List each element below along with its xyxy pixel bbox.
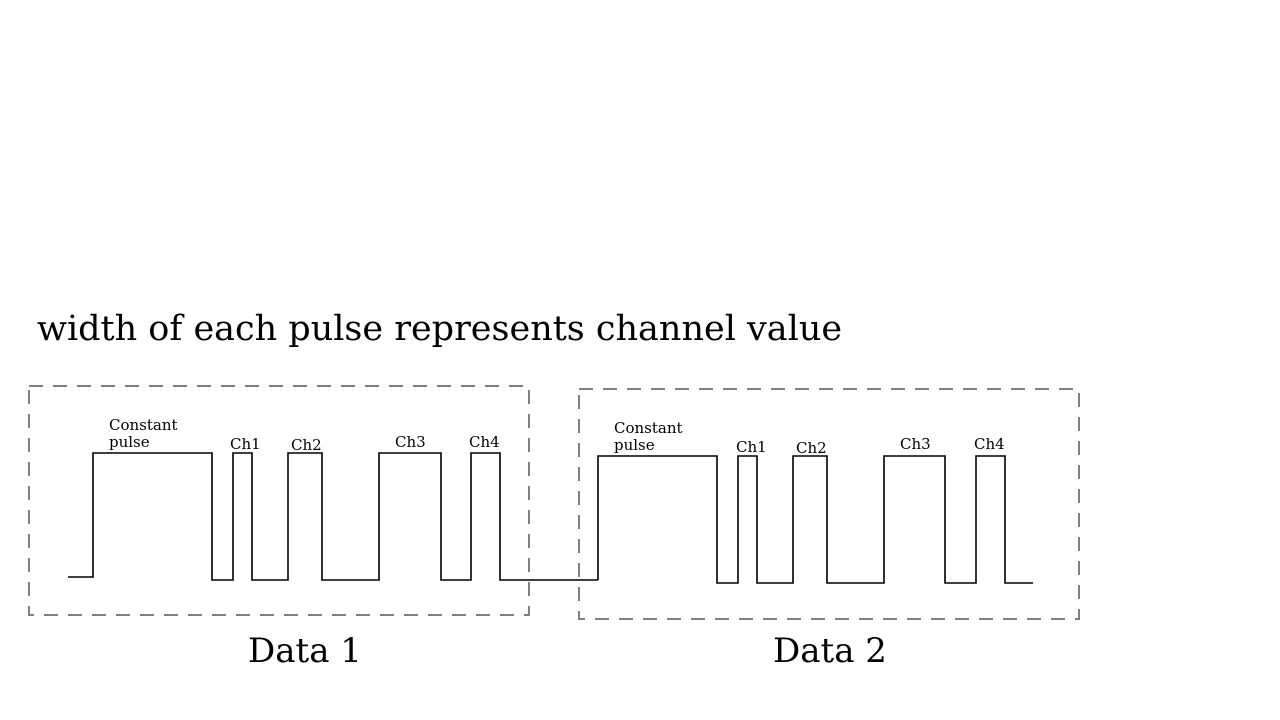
data-1-ch4-label: Ch4 bbox=[469, 433, 500, 451]
data-2-label: Data 2 bbox=[773, 631, 887, 671]
data-2-ch3-label: Ch3 bbox=[900, 435, 931, 453]
data-2-ch1-label: Ch1 bbox=[736, 438, 767, 456]
data-2-pulse-label: pulse bbox=[614, 436, 655, 454]
data-1-waveform bbox=[68, 452, 598, 581]
data-1-label: Data 1 bbox=[248, 631, 362, 671]
data-2-waveform bbox=[597, 455, 1033, 584]
data-2-ch2-label: Ch2 bbox=[796, 439, 827, 457]
data-2-constant-label: Constant bbox=[614, 419, 683, 437]
data-2-frame-box bbox=[578, 388, 1080, 620]
data-1-pulse-label: pulse bbox=[109, 433, 150, 451]
data-1-frame-box bbox=[28, 385, 530, 616]
data-1-ch3-label: Ch3 bbox=[395, 433, 426, 451]
data-1-ch2-label: Ch2 bbox=[291, 436, 322, 454]
data-2-ch4-label: Ch4 bbox=[974, 435, 1005, 453]
data-1-ch1-label: Ch1 bbox=[230, 435, 261, 453]
diagram-title: width of each pulse represents channel v… bbox=[37, 309, 842, 349]
data-1-constant-label: Constant bbox=[109, 416, 178, 434]
